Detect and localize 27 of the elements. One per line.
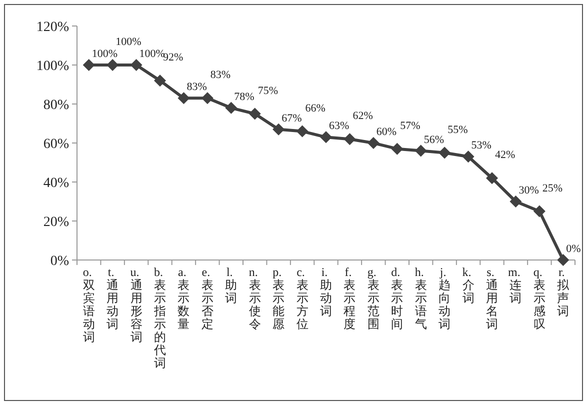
point	[462, 150, 474, 163]
point	[414, 144, 427, 157]
point	[557, 254, 570, 266]
y-tick-label: 0%	[50, 254, 70, 269]
point	[272, 123, 285, 136]
y-tick-label: 80%	[43, 98, 70, 113]
point	[344, 133, 356, 146]
point	[178, 92, 190, 104]
point	[154, 74, 166, 87]
point	[296, 125, 308, 138]
point	[510, 196, 522, 208]
point	[248, 108, 261, 120]
y-tick-label: 40%	[43, 176, 70, 191]
point	[130, 59, 142, 71]
point	[486, 172, 498, 184]
point	[533, 205, 546, 218]
point	[438, 146, 451, 159]
y-tick-label: 20%	[43, 215, 70, 230]
point	[391, 142, 404, 155]
y-tick-label: 100%	[36, 59, 70, 74]
point	[201, 92, 214, 104]
point	[225, 102, 238, 114]
y-tick-label: 60%	[43, 137, 70, 152]
point	[367, 137, 380, 149]
point	[82, 59, 95, 71]
y-tick-label: 120%	[36, 20, 70, 35]
point	[320, 131, 332, 144]
